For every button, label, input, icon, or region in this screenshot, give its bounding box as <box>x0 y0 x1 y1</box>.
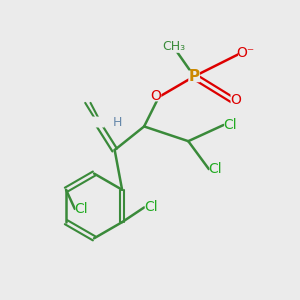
FancyBboxPatch shape <box>238 47 253 59</box>
Text: Cl: Cl <box>144 200 158 214</box>
FancyBboxPatch shape <box>164 41 183 53</box>
Text: O: O <box>230 93 242 107</box>
Text: CH₃: CH₃ <box>162 40 185 53</box>
Text: Cl: Cl <box>223 118 237 132</box>
Text: H: H <box>113 116 122 128</box>
Text: O: O <box>151 88 161 103</box>
FancyBboxPatch shape <box>150 90 161 101</box>
FancyBboxPatch shape <box>209 164 221 175</box>
Text: Cl: Cl <box>74 202 88 216</box>
FancyBboxPatch shape <box>188 70 200 82</box>
FancyBboxPatch shape <box>230 94 242 106</box>
Text: O⁻: O⁻ <box>237 46 255 60</box>
FancyBboxPatch shape <box>145 202 157 213</box>
FancyBboxPatch shape <box>113 117 122 128</box>
FancyBboxPatch shape <box>224 119 236 130</box>
FancyBboxPatch shape <box>89 117 105 128</box>
FancyBboxPatch shape <box>75 203 87 214</box>
Text: Cl: Cl <box>208 162 222 176</box>
Text: P: P <box>189 69 200 84</box>
